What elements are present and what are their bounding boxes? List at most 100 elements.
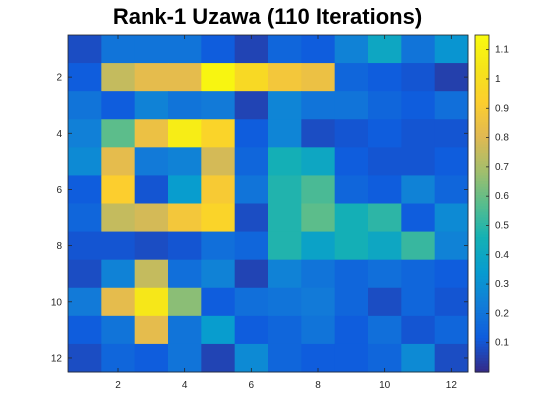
heatmap-cell (101, 119, 136, 148)
colorbar-segment (475, 99, 489, 103)
colorbar-segment (475, 130, 489, 134)
heatmap-cells (68, 35, 469, 373)
colorbar-segment (475, 175, 489, 179)
colorbar-segment (475, 122, 489, 126)
heatmap-cell (434, 119, 469, 148)
colorbar-segment (475, 369, 489, 373)
colorbar-segment (475, 324, 489, 328)
heatmap-cell (201, 203, 236, 233)
heatmap-cell (234, 35, 269, 64)
colorbar-segment (475, 251, 489, 255)
heatmap-cell (334, 287, 369, 317)
heatmap-cell (368, 63, 402, 92)
heatmap-cell (134, 203, 169, 233)
heatmap-cell (334, 231, 369, 261)
heatmap-cell (368, 175, 402, 204)
colorbar-segment (475, 256, 489, 261)
heatmap-cell (401, 203, 436, 233)
heatmap-cell (134, 175, 169, 204)
heatmap-cell (268, 259, 302, 289)
heatmap-cell (68, 35, 102, 64)
heatmap-cell (234, 287, 269, 317)
colorbar-segment (475, 57, 489, 61)
heatmap-cell (434, 315, 469, 345)
heatmap-cell (401, 35, 436, 64)
colorbar-segment (475, 141, 489, 146)
heatmap-cell (201, 231, 236, 261)
colorbar-segment (475, 231, 489, 235)
heatmap-cell (334, 63, 369, 92)
colorbar-segment (475, 183, 489, 188)
heatmap-cell (434, 35, 469, 64)
colorbar-segment (475, 276, 489, 280)
heatmap-cell (234, 203, 269, 233)
colorbar-segment (475, 110, 489, 115)
heatmap-cell (368, 315, 402, 345)
colorbar-segment (475, 223, 489, 227)
x-axis: 2 4 6 8 10 12 (115, 35, 457, 391)
y-axis: 2 4 6 8 10 12 (51, 73, 468, 364)
heatmap-cell (68, 119, 102, 148)
colorbar-tick-label: 1 (495, 74, 501, 85)
colorbar-segment (475, 189, 489, 193)
colorbar-segment (475, 119, 489, 123)
colorbar-segment (475, 245, 489, 250)
colorbar-segment (475, 200, 489, 205)
heatmap-cell (134, 147, 169, 176)
y-tick-label: 4 (56, 129, 62, 140)
colorbar-segment (475, 116, 489, 120)
heatmap-cell (334, 203, 369, 233)
heatmap-cell (68, 231, 102, 261)
heatmap-cell (301, 91, 336, 120)
heatmap-cell (401, 231, 436, 261)
heatmap-cell (268, 315, 302, 345)
heatmap-cell (168, 175, 202, 204)
heatmap-cell (334, 175, 369, 204)
colorbar-segment (475, 318, 489, 323)
colorbar-segment (475, 268, 489, 272)
colorbar-segment (475, 195, 489, 199)
colorbar-segment (475, 270, 489, 275)
colorbar-segment (475, 85, 489, 89)
heatmap-cell (134, 91, 169, 120)
heatmap-cell (368, 287, 402, 317)
heatmap-cell (434, 175, 469, 204)
colorbar-segment (475, 357, 489, 362)
colorbar-segment (475, 60, 489, 64)
heatmap-cell (101, 203, 136, 233)
colorbar-segment (475, 290, 489, 294)
colorbar-segment (475, 307, 489, 311)
heatmap-cell (101, 63, 136, 92)
colorbar-segment (475, 259, 489, 264)
heatmap-cell (334, 343, 369, 373)
colorbar-segment (475, 279, 489, 283)
x-tick-label: 2 (115, 380, 121, 391)
heatmap-cell (201, 259, 236, 289)
heatmap-cell (434, 343, 469, 373)
colorbar-segment (475, 214, 489, 219)
colorbar-segment (475, 82, 489, 87)
colorbar-segment (475, 197, 489, 202)
heatmap-cell (168, 315, 202, 345)
heatmap-cell (334, 91, 369, 120)
heatmap-cell (101, 175, 136, 204)
heatmap-cell (101, 287, 136, 317)
colorbar (474, 34, 490, 373)
colorbar-segment (475, 68, 489, 73)
heatmap-cell (434, 203, 469, 233)
heatmap-cell (268, 35, 302, 64)
colorbar-segment (475, 206, 489, 210)
heatmap-cell (201, 175, 236, 204)
colorbar-segment (475, 220, 489, 224)
heatmap-cell (268, 343, 302, 373)
colorbar-segment (475, 248, 489, 252)
colorbar-segment (475, 164, 489, 168)
heatmap-cell (368, 91, 402, 120)
colorbar-segment (475, 150, 489, 154)
colorbar-segment (475, 273, 489, 278)
heatmap-cell (168, 231, 202, 261)
colorbar-segment (475, 138, 489, 143)
heatmap-cell (68, 343, 102, 373)
heatmap-cell (234, 315, 269, 345)
